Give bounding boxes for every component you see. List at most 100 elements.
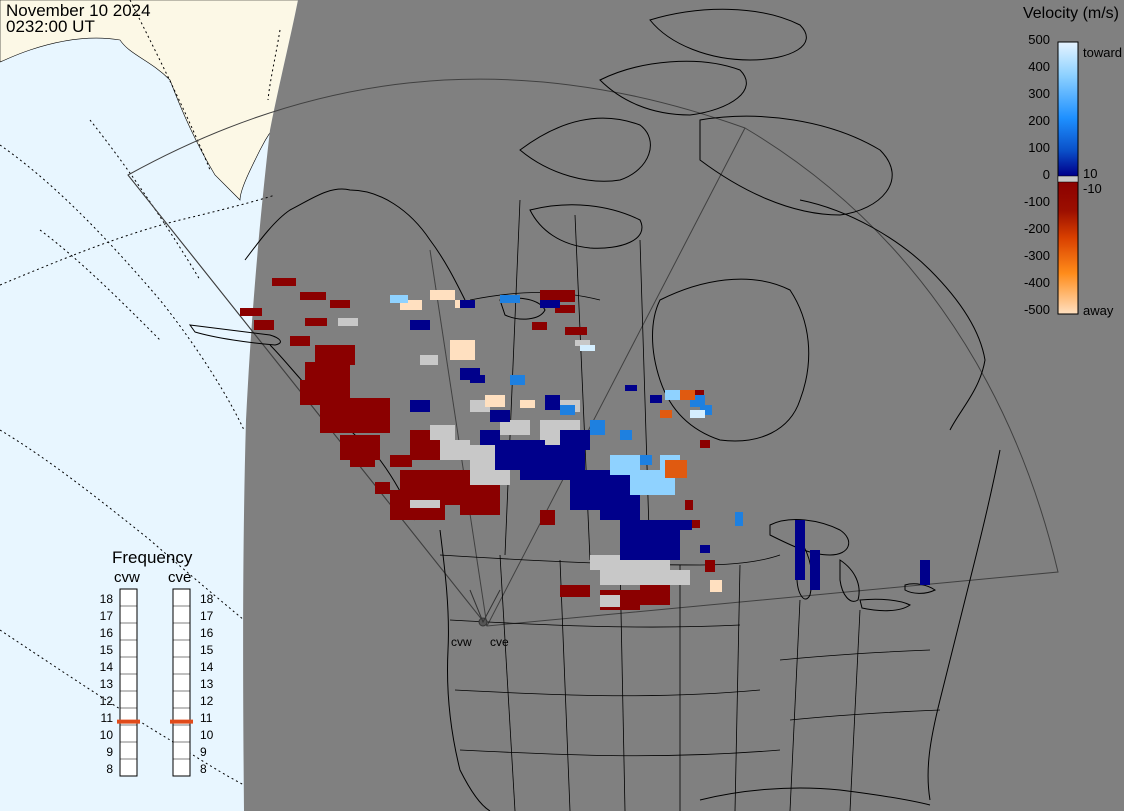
frequency-radar-cvw: cvw: [114, 569, 140, 586]
velocity-cell: [490, 410, 510, 422]
velocity-cell: [410, 500, 440, 508]
velocity-cell: [410, 320, 430, 330]
velocity-cell: [460, 500, 500, 515]
colorbar-mid-lower: -10: [1083, 181, 1102, 196]
colorbar: [1057, 41, 1079, 315]
site-label-cve: cve: [490, 635, 509, 649]
frequency-scale-label: 8: [200, 762, 207, 776]
velocity-cell: [430, 290, 455, 300]
velocity-cell: [532, 322, 547, 330]
velocity-cell: [650, 395, 662, 403]
velocity-cell: [690, 520, 700, 528]
colorbar-tick-label: -100: [1023, 194, 1050, 209]
velocity-cell: [500, 295, 520, 303]
velocity-cell: [700, 545, 710, 553]
velocity-cell: [400, 300, 422, 310]
velocity-cell: [305, 318, 327, 326]
colorbar-toward-label: toward: [1083, 45, 1123, 60]
velocity-cell: [390, 455, 412, 467]
frequency-column-cve: [172, 588, 191, 777]
velocity-cell: [555, 305, 575, 313]
frequency-scale-label: 12: [99, 694, 113, 708]
velocity-cell: [290, 336, 310, 346]
velocity-cell: [540, 510, 555, 525]
colorbar-tick-label: 500: [1028, 32, 1050, 47]
velocity-cell: [540, 300, 560, 308]
colorbar-title: Velocity (m/s): [1022, 5, 1119, 22]
frequency-scale-label: 9: [200, 745, 207, 759]
velocity-cell: [545, 395, 560, 410]
frequency-scale-label: 10: [200, 728, 214, 742]
velocity-cell: [480, 430, 500, 445]
velocity-cell: [590, 420, 605, 435]
velocity-cell: [625, 385, 637, 391]
colorbar-tick-label: -300: [1023, 248, 1050, 263]
velocity-cell: [560, 405, 575, 415]
velocity-cell: [450, 340, 475, 360]
frequency-scale-label: 18: [200, 592, 214, 606]
velocity-cell: [510, 375, 525, 385]
figure-date: November 10 2024: [6, 1, 151, 20]
velocity-cell: [700, 405, 712, 415]
frequency-scale-label: 9: [106, 745, 113, 759]
colorbar-zero-band: [1057, 175, 1079, 183]
colorbar-tick-label: 100: [1028, 140, 1050, 155]
velocity-cell: [485, 395, 505, 407]
velocity-cell: [710, 580, 722, 592]
frequency-scale-label: 11: [200, 711, 213, 725]
velocity-cell: [300, 292, 326, 300]
frequency-scale-label: 17: [99, 609, 113, 623]
frequency-scale-label: 13: [99, 677, 113, 691]
velocity-cell: [680, 390, 695, 400]
velocity-cell: [575, 340, 590, 346]
velocity-cell: [795, 520, 805, 580]
site-label-cvw: cvw: [451, 635, 472, 649]
velocity-cell: [272, 278, 296, 286]
velocity-cell: [630, 560, 670, 585]
velocity-data-cells: [240, 278, 930, 610]
frequency-scale-label: 16: [200, 626, 214, 640]
frequency-scale-label: 17: [200, 609, 214, 623]
velocity-cell: [338, 318, 358, 326]
velocity-cell: [735, 512, 743, 526]
velocity-cell: [680, 520, 692, 530]
colorbar-tick-label: 0: [1042, 167, 1050, 182]
velocity-cell: [460, 300, 475, 308]
frequency-title: Frequency: [112, 548, 193, 567]
velocity-cell: [705, 560, 715, 572]
velocity-cell: [620, 520, 680, 560]
velocity-cell: [640, 455, 652, 465]
velocity-cell: [660, 410, 672, 418]
frequency-scale-label: 15: [200, 643, 214, 657]
velocity-cell: [540, 290, 575, 302]
frequency-scale-label: 15: [99, 643, 113, 657]
velocity-cell: [305, 362, 350, 382]
frequency-scale-label: 18: [99, 592, 113, 606]
frequency-panels: [117, 588, 193, 777]
frequency-scale-label: 13: [200, 677, 214, 691]
velocity-cell: [810, 550, 820, 590]
frequency-scale-label: 14: [200, 660, 214, 674]
velocity-cell: [920, 560, 930, 585]
graticule-dotted: [0, 0, 281, 786]
velocity-cell: [600, 595, 620, 607]
frequency-column-cvw: [119, 588, 138, 777]
colorbar-tick-label: -500: [1023, 302, 1050, 317]
colorbar-away-label: away: [1083, 303, 1114, 318]
velocity-cell: [640, 585, 670, 605]
velocity-cell: [665, 390, 680, 400]
velocity-cell: [254, 320, 274, 330]
velocity-cell: [560, 430, 590, 450]
velocity-cell: [470, 375, 485, 383]
frequency-scale-label: 16: [99, 626, 113, 640]
velocity-cell: [520, 400, 535, 408]
velocity-cell: [685, 500, 693, 510]
velocity-cell: [580, 345, 595, 351]
frequency-scale-label: 10: [99, 728, 113, 742]
velocity-cell: [500, 420, 530, 435]
velocity-cell: [375, 482, 390, 494]
velocity-cell: [390, 295, 408, 303]
velocity-cell: [350, 455, 375, 467]
